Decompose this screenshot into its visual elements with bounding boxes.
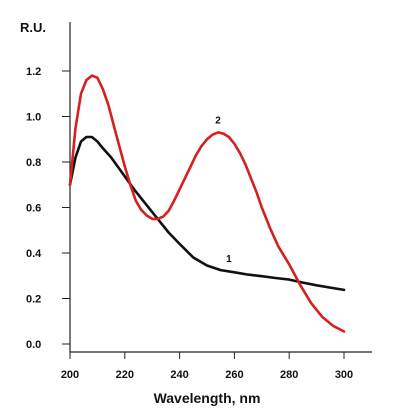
y-ticks: 0.0 0.2 0.4 0.6 0.8 1.0 1.2: [26, 66, 70, 351]
series-label-2: 2: [215, 115, 221, 126]
y-tick-label: 0.8: [26, 157, 41, 169]
y-tick-label: 0.2: [26, 294, 41, 306]
x-tick-label: 200: [61, 369, 79, 381]
series-group: [68, 74, 346, 333]
x-tick-label: 240: [170, 369, 188, 381]
y-axis-label: R.U.: [20, 20, 46, 35]
y-tick-label: 0.6: [26, 203, 41, 215]
x-tick-label: 260: [225, 369, 243, 381]
y-tick-label: 0.4: [26, 248, 42, 260]
y-tick-label: 1.0: [26, 112, 41, 124]
x-ticks: 200 220 240 260 280 300: [61, 352, 353, 381]
y-tick-label: 0.0: [26, 339, 41, 351]
series-label-1: 1: [226, 254, 232, 265]
y-tick-label: 1.2: [26, 66, 41, 78]
x-axis-label: Wavelength, nm: [154, 390, 261, 406]
x-tick-label: 280: [280, 369, 298, 381]
x-tick-label: 220: [116, 369, 134, 381]
series-labels: 12: [215, 115, 232, 265]
series-line-2: [68, 74, 346, 333]
x-tick-label: 300: [335, 369, 353, 381]
series-line-1: [68, 135, 346, 292]
